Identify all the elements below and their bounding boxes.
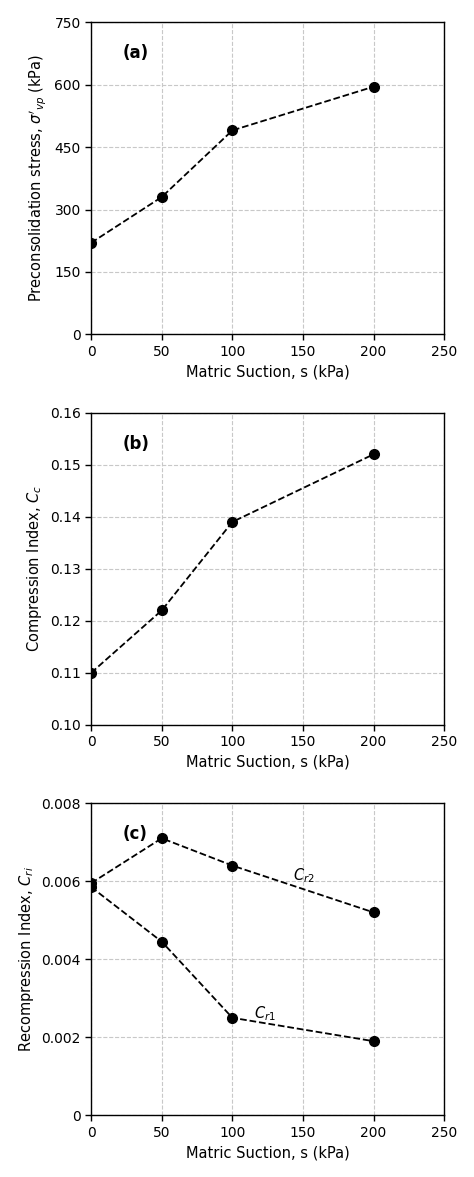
X-axis label: Matric Suction, s (kPa): Matric Suction, s (kPa) [186, 365, 349, 379]
Text: (a): (a) [123, 44, 149, 62]
X-axis label: Matric Suction, s (kPa): Matric Suction, s (kPa) [186, 754, 349, 770]
X-axis label: Matric Suction, s (kPa): Matric Suction, s (kPa) [186, 1145, 349, 1161]
Text: (c): (c) [123, 825, 148, 843]
Text: $C_{r1}$: $C_{r1}$ [254, 1004, 275, 1023]
Y-axis label: Preconsolidation stress, $\sigma'_{vp}$ (kPa): Preconsolidation stress, $\sigma'_{vp}$ … [27, 54, 49, 302]
Y-axis label: Compression Index, $C_c$: Compression Index, $C_c$ [25, 485, 44, 652]
Text: (b): (b) [123, 434, 150, 452]
Y-axis label: Recompression Index, $C_{ri}$: Recompression Index, $C_{ri}$ [17, 866, 36, 1052]
Text: $C_{r2}$: $C_{r2}$ [293, 866, 315, 885]
